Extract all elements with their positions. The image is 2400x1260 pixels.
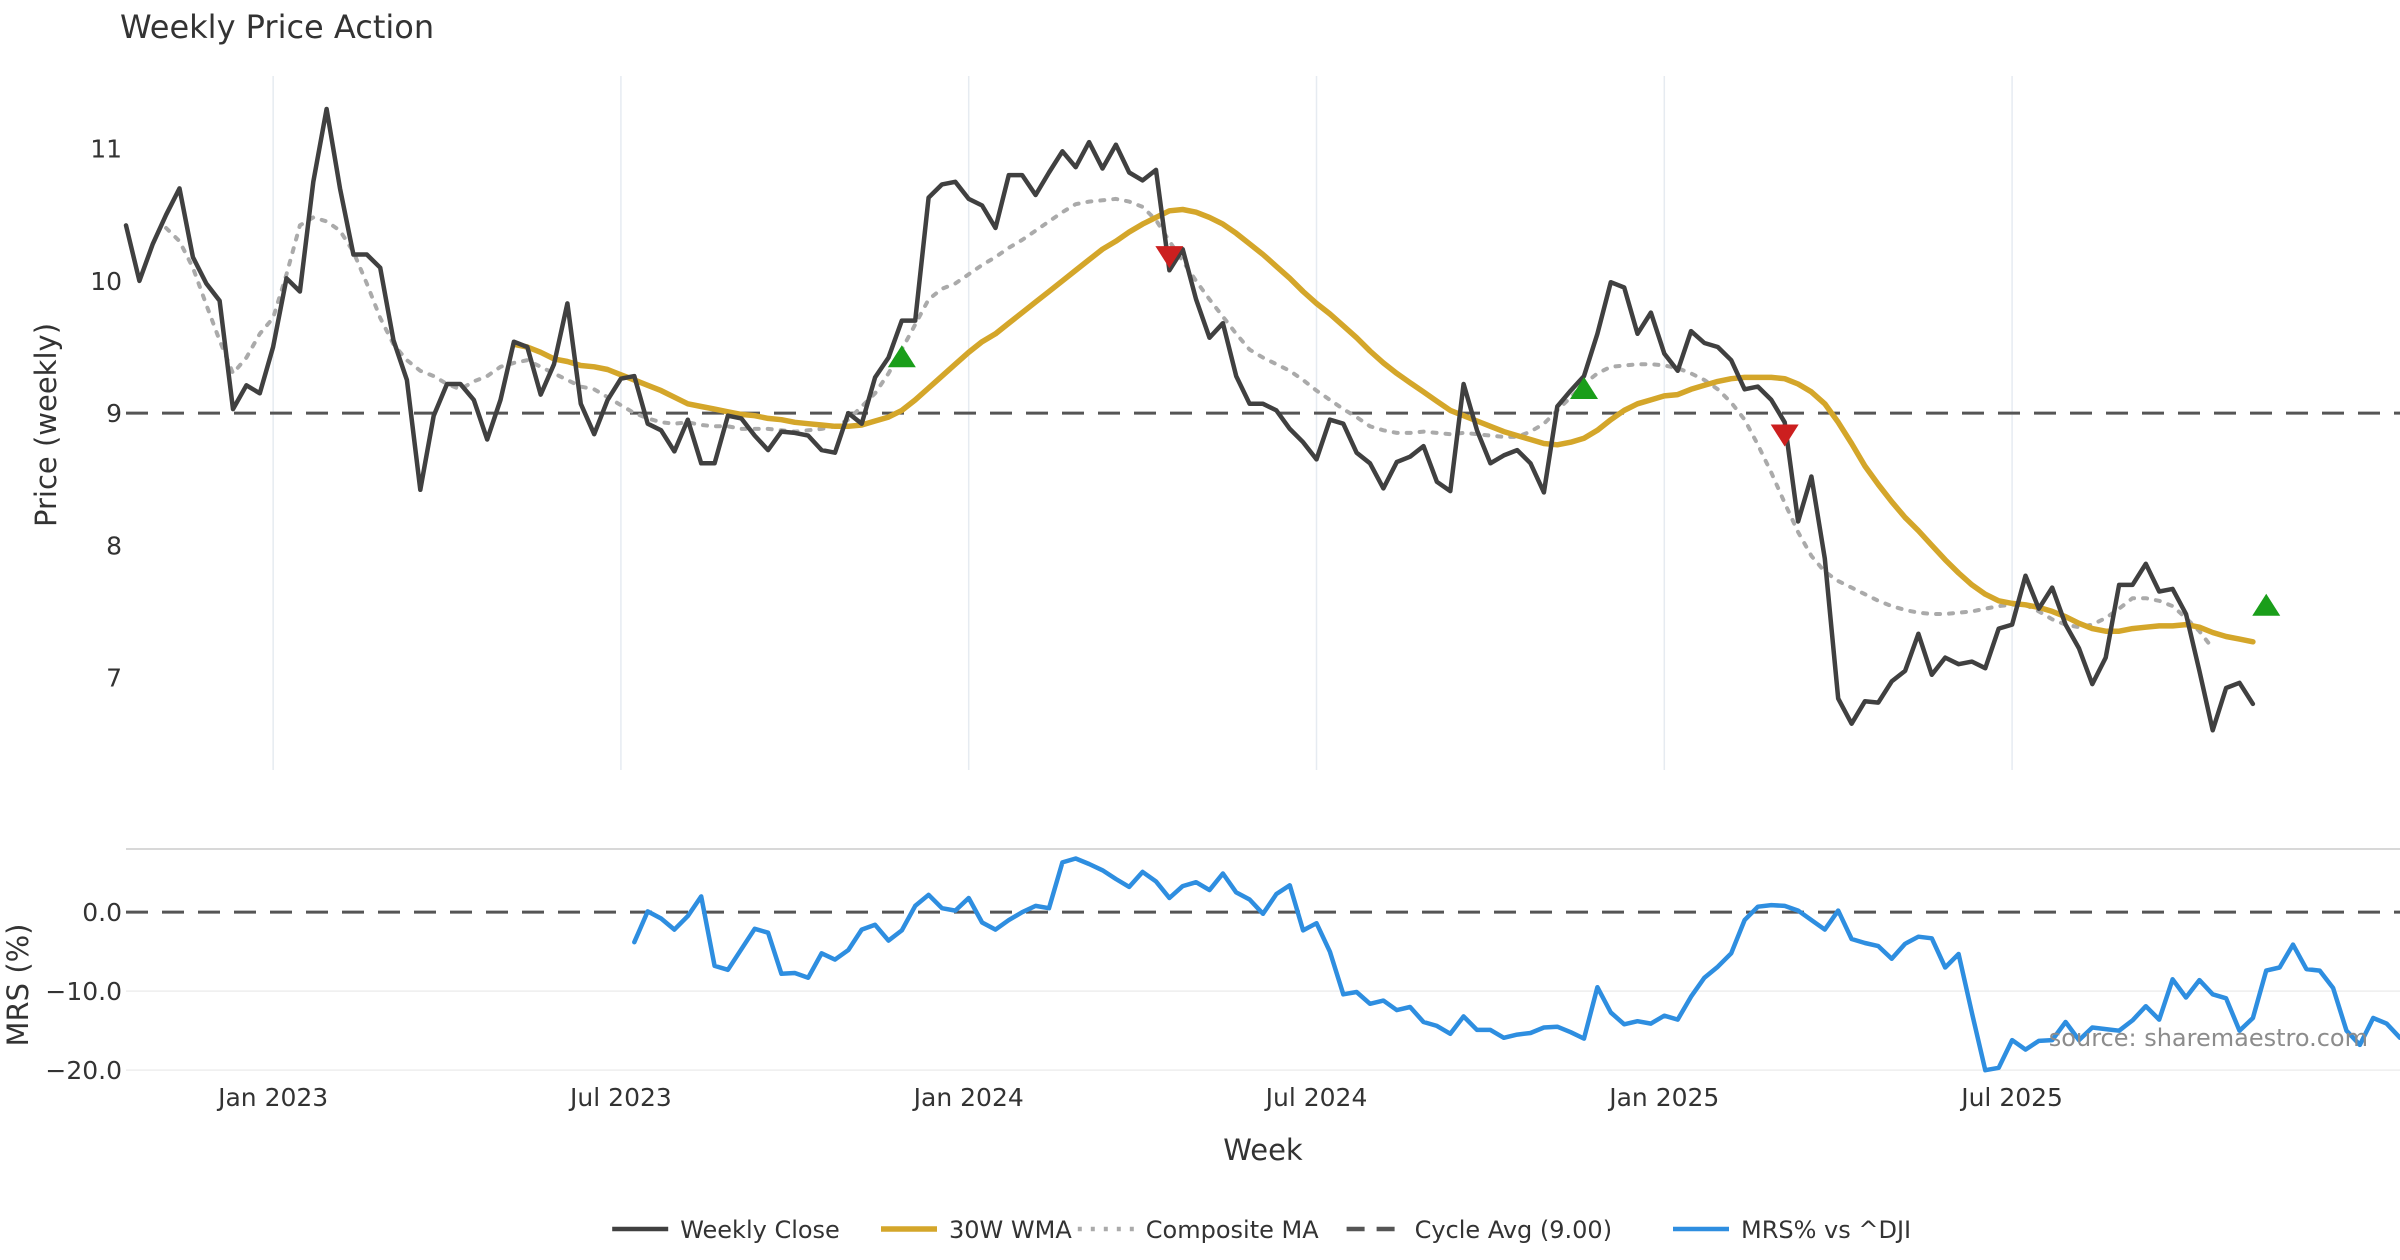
legend: Weekly Close 30W WMA Composite MA Cycle Avg… (612, 1216, 1911, 1244)
legend-label-weekly-close: Weekly Close (680, 1216, 840, 1244)
mrs-y-axis-label: MRS (%) (1, 924, 35, 1047)
mrs-tick-label: −10.0 (45, 977, 122, 1006)
mrs-y-ticks: 0.0 −10.0 −20.0 (45, 898, 122, 1085)
mrs-series-group (126, 856, 2400, 1073)
x-tick-label: Jul 2023 (568, 1083, 672, 1112)
price-tick-label: 7 (106, 663, 122, 692)
buy-marker-2 (2252, 593, 2281, 616)
price-series-group (123, 106, 2400, 733)
legend-label-cycle-avg-9-00: Cycle Avg (9.00) (1415, 1216, 1612, 1244)
price-y-axis-label: Price (weekly) (29, 323, 63, 527)
chart-title: Weekly Price Action (120, 8, 434, 46)
price-tick-label: 11 (90, 135, 122, 164)
x-axis-label: Week (1223, 1133, 1303, 1167)
x-tick-label: Jan 2025 (1607, 1083, 1719, 1112)
source-note: source: sharemaestro.com (2049, 1024, 2368, 1052)
series-30w-wma (511, 206, 2256, 645)
series-mrs-vs-dji (632, 856, 2400, 1073)
mrs-tick-label: −20.0 (45, 1056, 122, 1085)
x-tick-label: Jul 2025 (1959, 1083, 2063, 1112)
legend-label-30w-wma: 30W WMA (949, 1216, 1072, 1244)
price-tick-label: 9 (106, 399, 122, 428)
series-weekly-close (123, 106, 2256, 733)
price-y-ticks: 7 8 9 10 11 (90, 135, 122, 693)
sell-marker-0 (1155, 246, 1184, 269)
price-gridlines (272, 76, 2013, 770)
legend-label-mrs-vs-dji: MRS% vs ^DJI (1741, 1216, 1911, 1244)
sell-marker-1 (1770, 424, 1799, 447)
legend-label-composite-ma: Composite MA (1146, 1216, 1319, 1244)
price-tick-label: 8 (106, 531, 122, 560)
x-tick-label: Jan 2024 (912, 1083, 1024, 1112)
buy-marker-0 (887, 345, 916, 368)
buy-marker-1 (1570, 376, 1599, 399)
x-tick-label: Jul 2024 (1264, 1083, 1368, 1112)
mrs-gridlines (126, 990, 2400, 1071)
mrs-tick-label: 0.0 (82, 898, 122, 927)
x-tick-label: Jan 2023 (216, 1083, 328, 1112)
price-tick-label: 10 (90, 267, 122, 296)
x-axis-ticks: Jan 2023 Jul 2023 Jan 2024 Jul 2024 Jan 2025… (216, 1083, 2063, 1112)
signal-markers (887, 246, 2281, 616)
